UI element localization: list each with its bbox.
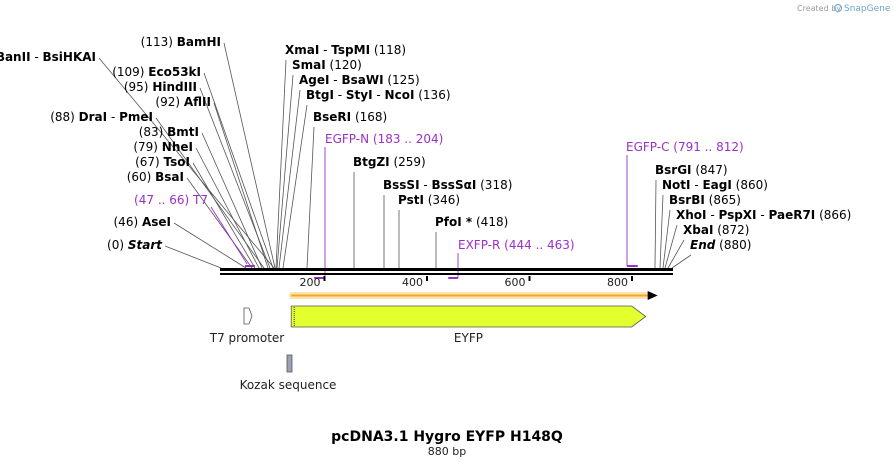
feature-eyfp xyxy=(290,305,647,328)
site-label-start: (0) Start xyxy=(107,238,163,252)
feature-label-t7-promoter: T7 promoter xyxy=(209,331,285,345)
site-label-xbai: XbaI (872) xyxy=(683,223,750,237)
feature-kozak xyxy=(286,354,293,373)
site-label-psti: PstI (346) xyxy=(398,193,460,207)
site-label-agei: AgeI - BsaWI (125) xyxy=(299,73,420,87)
site-label-bamhi: (113) BamHI xyxy=(141,35,221,49)
site-line-agei xyxy=(278,89,301,269)
primer-label-egfp-c: EGFP-C (791 .. 812) xyxy=(626,140,744,154)
site-label-btgzi: BtgZI (259) xyxy=(353,155,426,169)
site-label-eco53ki: (109) Eco53kI xyxy=(112,65,201,79)
snapgene-logo-icon xyxy=(833,3,843,13)
site-line-xbai xyxy=(667,239,685,269)
site-line-bseri xyxy=(306,126,315,269)
feature-label-kozak: Kozak sequence xyxy=(240,378,337,392)
ruler-tick-800 xyxy=(631,276,633,281)
ruler-label-400: 400 xyxy=(402,276,423,289)
site-labels: (113) BamHI (111) SacI - BanII - BsiHKAI (… xyxy=(0,35,851,252)
site-line-nhei xyxy=(195,147,260,269)
site-label-smai: SmaI (120) xyxy=(292,58,362,72)
primer-label-t7: (47 .. 66) T7 xyxy=(134,193,208,207)
ruler-tick-400 xyxy=(426,276,428,281)
map-length: 880 bp xyxy=(428,445,466,458)
backbone-top-strand xyxy=(220,268,673,271)
site-line-bsai xyxy=(186,177,253,269)
primer-label-egfp-n: EGFP-N (183 .. 204) xyxy=(325,132,443,146)
orf-line xyxy=(291,294,650,297)
site-label-pfoi: PfoI * (418) xyxy=(435,215,508,229)
site-label-bmti: (83) BmtI xyxy=(139,125,199,139)
site-label-asei: (46) AseI xyxy=(114,215,172,229)
primer-bar-egfp-n xyxy=(314,277,325,279)
site-label-bsrgi: BsrGI (847) xyxy=(655,163,728,177)
site-line-xmai xyxy=(275,59,287,269)
site-line-bmti xyxy=(201,132,263,269)
site-line-smai xyxy=(276,74,294,269)
site-label-bseri: BseRI (168) xyxy=(313,110,387,124)
site-line-bsrgi xyxy=(654,179,657,269)
feature-label-eyfp: EYFP xyxy=(454,331,483,345)
site-label-xhoi: XhoI - PspXI - PaeR7I (866) xyxy=(676,208,851,222)
ruler-tick-600 xyxy=(528,276,531,281)
site-line-asei xyxy=(173,222,247,269)
site-label-noti: NotI - EagI (860) xyxy=(662,178,768,192)
features: EYFP T7 promoter Kozak sequence xyxy=(209,291,658,392)
primer-bar-egfp-c xyxy=(627,265,638,267)
site-label-saci: (111) SacI - BanII - BsiHKAI xyxy=(0,50,96,64)
ruler-tick-200 xyxy=(323,276,326,281)
primer-line-t7 xyxy=(210,206,248,265)
site-line-eco53ki xyxy=(203,72,274,269)
site-lines xyxy=(98,42,692,279)
ruler-label-800: 800 xyxy=(607,276,628,289)
primer-label-exfp-r: EXFP-R (444 .. 463) xyxy=(458,238,575,252)
brand-text: SnapGene xyxy=(844,4,891,14)
credit-text: Created by xyxy=(797,4,841,13)
ruler: 200 400 600 800 xyxy=(300,276,633,289)
ruler-label-200: 200 xyxy=(300,276,321,289)
site-line-xhoi xyxy=(664,224,678,269)
site-label-bsai: (60) BsaI xyxy=(127,170,184,184)
feature-t7-promoter xyxy=(243,307,253,325)
site-label-nhei: (79) NheI xyxy=(133,140,193,154)
site-label-end: End (880) xyxy=(690,238,751,252)
map-title: pcDNA3.1 Hygro EYFP H148Q xyxy=(331,429,563,445)
site-line-end xyxy=(671,254,692,269)
backbone-bottom-strand xyxy=(220,273,673,275)
site-line-aflii xyxy=(213,102,269,269)
site-line-noti xyxy=(659,194,664,269)
site-label-btgi: BtgI - StyI - NcoI (136) xyxy=(306,88,451,102)
site-label-aflii: (92) AflII xyxy=(155,95,211,109)
site-label-bsrbi: BsrBI (865) xyxy=(669,193,741,207)
orf-arrow-icon xyxy=(647,291,658,300)
site-label-tsoi: (67) TsoI xyxy=(135,155,190,169)
site-line-bsrbi xyxy=(662,209,671,269)
site-line-saci xyxy=(98,57,275,269)
site-line-start xyxy=(164,245,222,269)
ruler-label-600: 600 xyxy=(505,276,526,289)
primer-bar-exfp-r xyxy=(448,277,458,279)
site-line-btgi xyxy=(282,104,308,269)
site-line-tsoi xyxy=(192,162,256,269)
primer-bar-t7 xyxy=(245,265,255,267)
site-label-drai: (88) DraI - PmeI xyxy=(50,110,153,124)
site-line-bamhi xyxy=(223,42,276,269)
site-label-bsssi: BssSI - BssSαI (318) xyxy=(383,178,512,192)
site-label-xmai: XmaI - TspMI (118) xyxy=(285,43,406,57)
site-label-hindiii: (95) HindIII xyxy=(124,80,197,94)
